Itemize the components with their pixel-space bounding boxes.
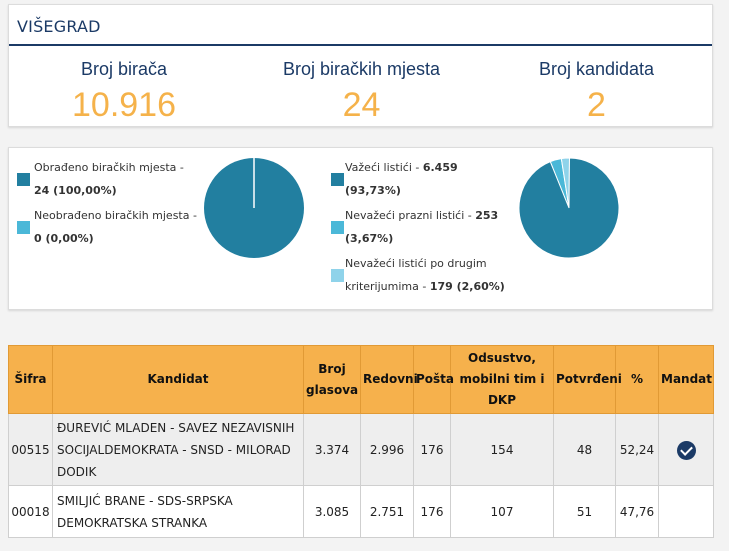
col-header-redovni: Redovni: [360, 345, 418, 414]
cell-odsustvo: 107: [450, 485, 554, 538]
ballots-slice-2: [518, 157, 620, 259]
title-divider: [9, 44, 712, 46]
legend-label-cont: kriterijumima -: [345, 280, 430, 293]
legend-item-invalid-empty: Nevažeći prazni listići - 253 (3,67%): [331, 204, 521, 250]
legend-label: Nevažeći listići po drugim: [345, 257, 487, 270]
legend-label: Važeći listići -: [345, 161, 423, 174]
legend-item-valid: Važeći listići - 6.459 (93,73%): [331, 156, 521, 202]
legend-swatch: [331, 221, 344, 234]
stat-candidates-label: Broj kandidata: [538, 59, 655, 79]
table-row: 00515 ĐUREVIĆ MLADEN - SAVEZ NEZAVISNIH S…: [8, 413, 714, 486]
legend-percent: (3,67%): [345, 232, 394, 245]
legend-item-unprocessed: Neobrađeno biračkih mjesta - 0 (0,00%): [17, 204, 197, 250]
cell-posta: 176: [413, 485, 451, 538]
col-header-broj-glasova: Broj glasova: [303, 345, 361, 414]
stat-candidates: Broj kandidata 2: [519, 59, 674, 125]
cell-procenat: 52,24: [615, 413, 659, 486]
legend-swatch: [17, 221, 30, 234]
cell-potvrdeni: 51: [553, 485, 616, 538]
cell-posta: 176: [413, 413, 451, 486]
col-header-potvrdeni: Potvrđeni: [553, 345, 622, 414]
cell-kandidat: ĐUREVIĆ MLADEN - SAVEZ NEZAVISNIH SOCIJAL…: [52, 413, 304, 486]
charts-panel: Obrađeno biračkih mjesta - 24 (100,00%) …: [8, 147, 713, 310]
table-row: 00018 SMILJIĆ BRANE - SDS-SRPSKA DEMOKRAT…: [8, 485, 714, 538]
col-header-procenat: %: [615, 345, 659, 414]
legend-item-invalid-other: Nevažeći listići po drugim kriterijumima…: [331, 252, 521, 298]
cell-sifra: 00515: [8, 413, 53, 486]
legend-label: Neobrađeno biračkih mjesta -: [34, 209, 197, 222]
legend-swatch: [331, 269, 344, 282]
legend-swatch: [17, 173, 30, 186]
results-table: Šifra Kandidat Broj glasova Redovni Pošta…: [8, 345, 714, 538]
stat-voters: Broj birača 10.916: [49, 59, 199, 125]
stat-polling-stations-label: Broj biračkih mjesta: [282, 59, 441, 79]
legend-value: 0 (0,00%): [34, 232, 94, 245]
legend-swatch: [331, 173, 344, 186]
ballots-pie-chart: [518, 157, 620, 259]
legend-value: 24 (100,00%): [34, 184, 117, 197]
col-header-mandat: Mandat: [658, 345, 714, 414]
cell-redovni: 2.751: [360, 485, 414, 538]
cell-sifra: 00018: [8, 485, 53, 538]
stat-polling-stations-value: 24: [342, 86, 381, 124]
col-header-posta: Pošta: [413, 345, 454, 414]
cell-odsustvo: 154: [450, 413, 554, 486]
cell-potvrdeni: 48: [553, 413, 616, 486]
stat-voters-value: 10.916: [72, 86, 176, 124]
mandate-check-icon: [676, 440, 696, 460]
municipality-title: VIŠEGRAD: [17, 17, 101, 36]
stat-voters-label: Broj birača: [80, 59, 168, 79]
stat-candidates-value: 2: [587, 86, 606, 124]
polling-legend: Obrađeno biračkih mjesta - 24 (100,00%) …: [17, 156, 197, 250]
cell-mandat: [658, 485, 714, 538]
cell-broj-glasova: 3.374: [303, 413, 361, 486]
summary-panel: VIŠEGRAD Broj birača 10.916 Broj birački…: [8, 4, 713, 127]
col-header-sifra: Šifra: [8, 345, 53, 414]
legend-value: 253: [475, 209, 499, 222]
legend-value: 6.459: [422, 161, 458, 174]
stat-polling-stations: Broj biračkih mjesta 24: [259, 59, 464, 125]
ballots-legend: Važeći listići - 6.459 (93,73%) Nevažeći…: [331, 156, 521, 298]
col-header-odsustvo: Odsustvo, mobilni tim i DKP: [450, 345, 554, 414]
cell-kandidat: SMILJIĆ BRANE - SDS-SRPSKA DEMOKRATSKA ST…: [52, 485, 304, 538]
cell-mandat: [658, 413, 714, 486]
cell-procenat: 47,76: [615, 485, 659, 538]
legend-percent: (93,73%): [345, 184, 401, 197]
cell-broj-glasova: 3.085: [303, 485, 361, 538]
legend-label: Obrađeno biračkih mjesta -: [34, 161, 184, 174]
cell-redovni: 2.996: [360, 413, 414, 486]
legend-label: Nevažeći prazni listići -: [345, 209, 476, 222]
legend-value: 179 (2,60%): [429, 280, 505, 293]
legend-item-processed: Obrađeno biračkih mjesta - 24 (100,00%): [17, 156, 197, 202]
polling-pie-chart: [204, 158, 304, 258]
col-header-kandidat: Kandidat: [52, 345, 304, 414]
table-header-row: Šifra Kandidat Broj glasova Redovni Pošta…: [8, 345, 714, 414]
